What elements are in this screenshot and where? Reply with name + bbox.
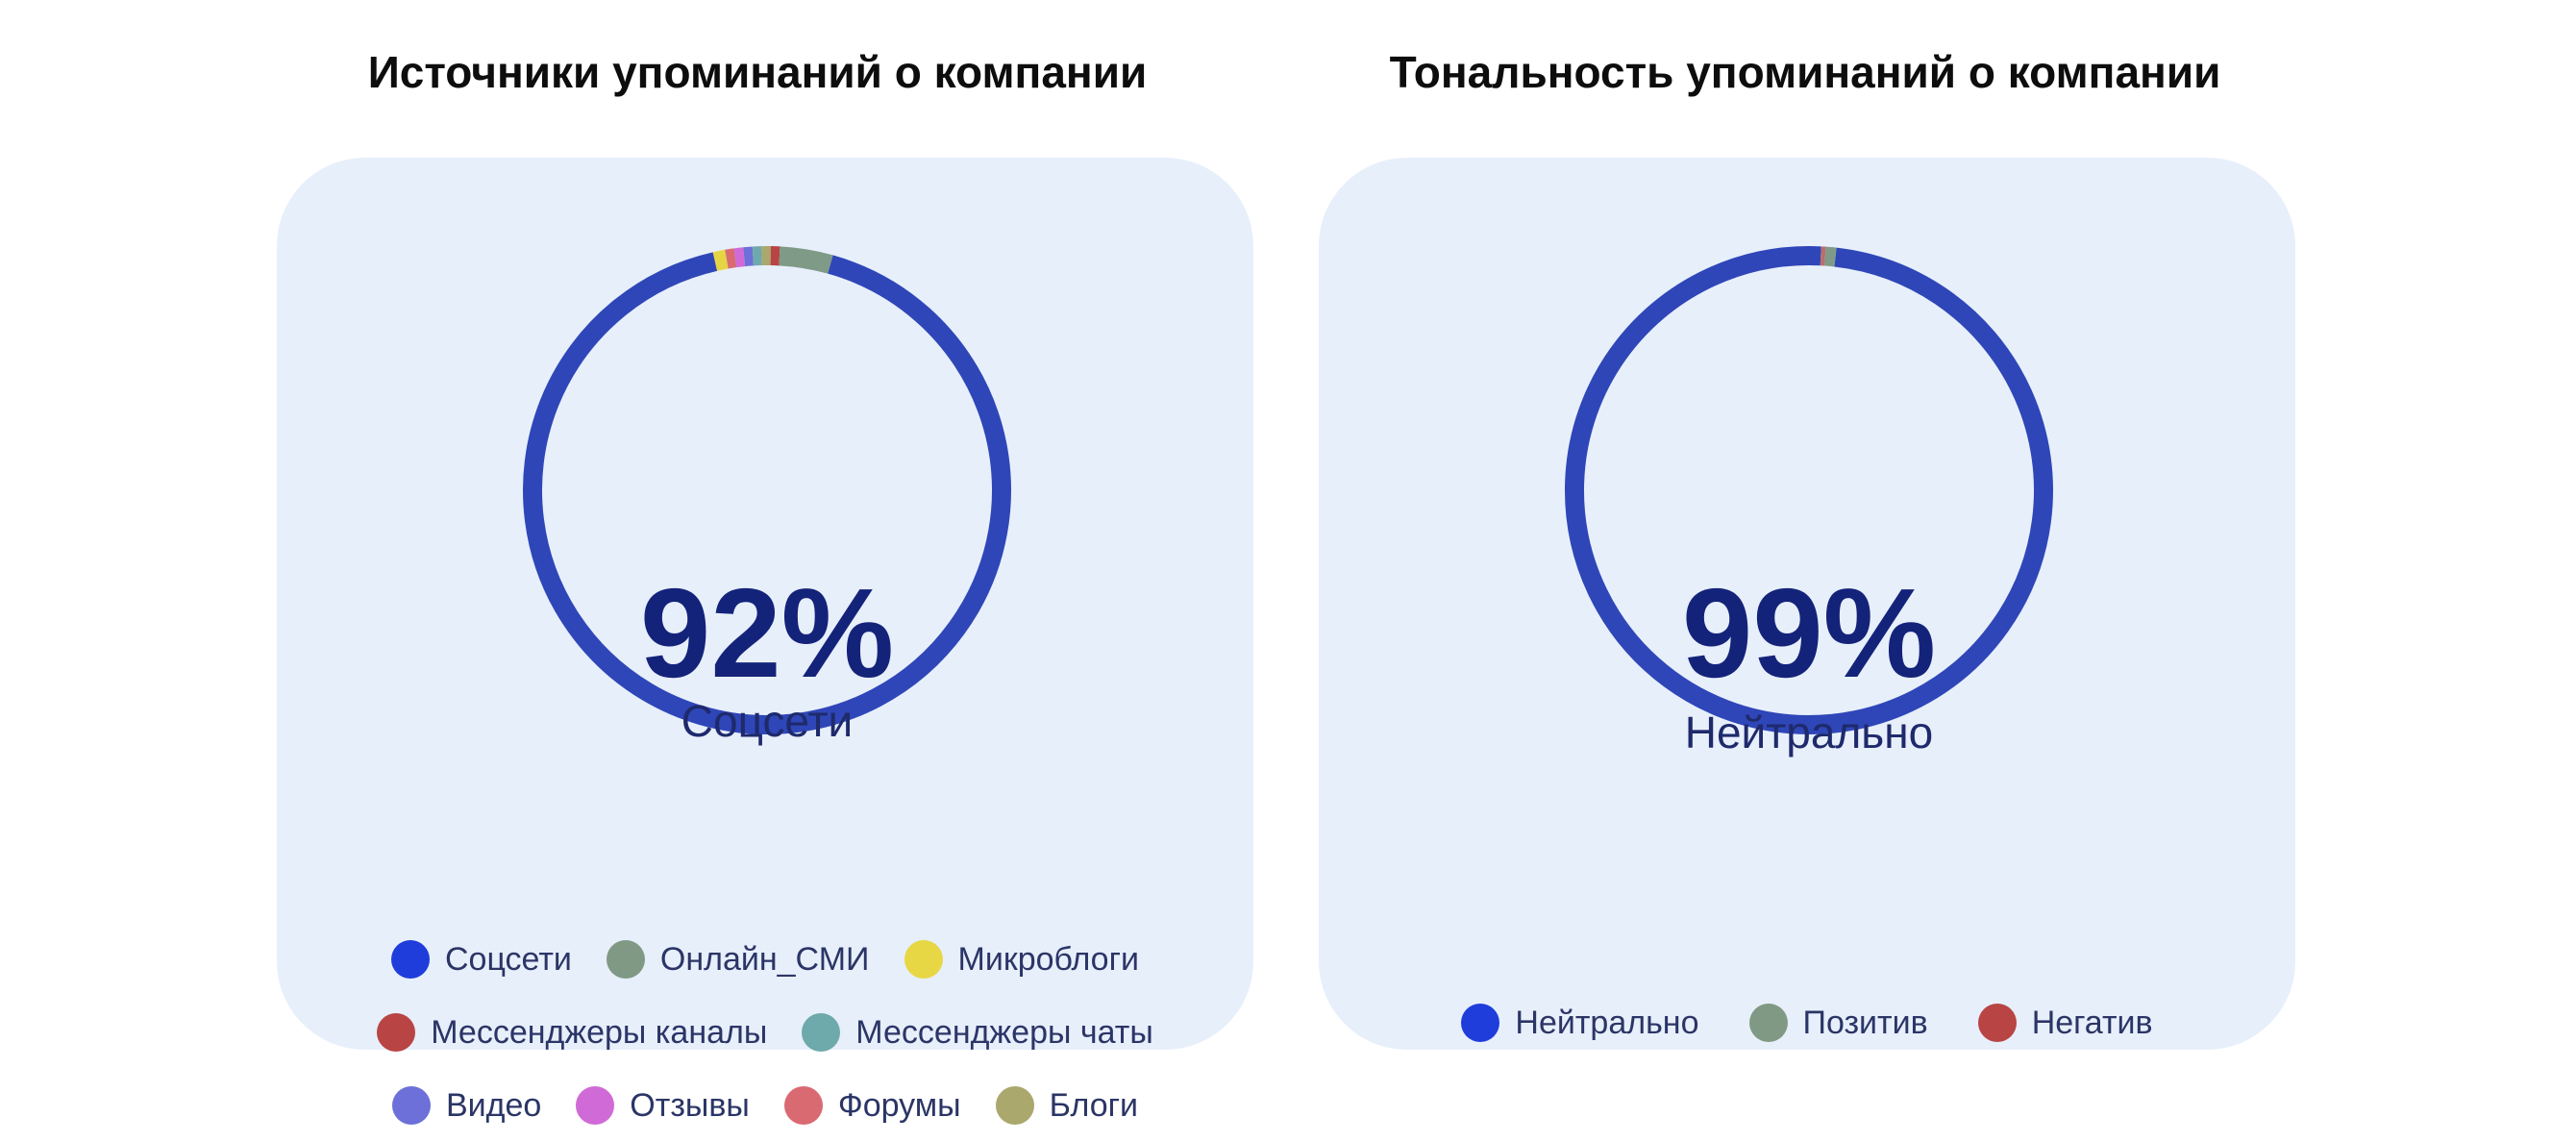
sources-legend-swatch: [576, 1086, 614, 1125]
tonality-donut-chart: 99% Нейтрально: [1319, 158, 2295, 1050]
sources-center-value: 92%: [640, 562, 894, 704]
sources-donut-chart: 92% Соцсети: [277, 158, 1253, 1050]
tonality-legend-label: Негатив: [2032, 1005, 2153, 1042]
sources-legend: Соцсети Онлайн_СМИ Микроблоги Мессенджеры к…: [277, 923, 1253, 1142]
sources-legend-swatch: [377, 1013, 415, 1052]
sources-legend-label: Форумы: [838, 1087, 961, 1125]
tonality-legend-item-позитив: Позитив: [1749, 1004, 1928, 1042]
sources-legend-swatch: [392, 1086, 431, 1125]
sources-legend-item-отзывы: Отзывы: [576, 1086, 750, 1125]
tonality-legend-row: Нейтрально Позитив Негатив: [1319, 986, 2295, 1059]
sources-legend-label: Видео: [446, 1087, 541, 1125]
sources-legend-label: Онлайн_СМИ: [660, 941, 870, 979]
sources-legend-item-соцсети: Соцсети: [391, 940, 572, 979]
tonality-legend-label: Позитив: [1803, 1005, 1928, 1042]
sources-legend-item-форумы: Форумы: [784, 1086, 961, 1125]
sources-legend-label: Мессенджеры чаты: [855, 1014, 1152, 1052]
sources-legend-row: Соцсети Онлайн_СМИ Микроблоги: [277, 923, 1253, 996]
sources-legend-swatch: [607, 940, 645, 979]
chart-title-sources: Источники упоминаний о компании: [277, 38, 1238, 106]
sources-legend-label: Мессенджеры каналы: [431, 1014, 767, 1052]
sources-legend-item-видео: Видео: [392, 1086, 541, 1125]
sources-legend-swatch: [904, 940, 943, 979]
tonality-legend-swatch: [1749, 1004, 1788, 1042]
tonality-legend-label: Нейтрально: [1515, 1005, 1698, 1042]
tonality-legend-swatch: [1978, 1004, 2017, 1042]
sources-arc-форумы: [727, 258, 735, 259]
tonality-chart-card: 99% Нейтрально Нейтрально Позитив Негатив: [1319, 158, 2295, 1050]
sources-legend-item-мессенджеры-каналы: Мессенджеры каналы: [377, 1013, 767, 1052]
sources-arc-онлайн-сми: [780, 256, 830, 264]
sources-legend-row: Мессенджеры каналы Мессенджеры чаты: [277, 996, 1253, 1069]
sources-legend-label: Соцсети: [445, 941, 572, 979]
sources-legend-swatch: [996, 1086, 1034, 1125]
sources-legend-swatch: [391, 940, 430, 979]
tonality-arc-позитив: [1825, 257, 1836, 258]
sources-legend-item-блоги: Блоги: [996, 1086, 1138, 1125]
sources-legend-label: Отзывы: [630, 1087, 750, 1125]
sources-legend-label: Блоги: [1050, 1087, 1138, 1125]
sources-legend-item-мессенджеры-чаты: Мессенджеры чаты: [802, 1013, 1152, 1052]
sources-legend-label: Микроблоги: [958, 941, 1139, 979]
tonality-legend: Нейтрально Позитив Негатив: [1319, 986, 2295, 1059]
tonality-center-label: Нейтрально: [1685, 708, 1934, 757]
tonality-center-value: 99%: [1682, 562, 1936, 704]
sources-arc-видео: [744, 256, 753, 257]
chart-title-tonality: Тональность упоминаний о компании: [1325, 38, 2286, 106]
tonality-legend-item-нейтрально: Нейтрально: [1461, 1004, 1698, 1042]
tonality-legend-item-негатив: Негатив: [1978, 1004, 2153, 1042]
tonality-legend-swatch: [1461, 1004, 1499, 1042]
sources-legend-item-микроблоги: Микроблоги: [904, 940, 1139, 979]
sources-arc-отзывы: [735, 257, 744, 258]
sources-legend-swatch: [784, 1086, 823, 1125]
sources-legend-swatch: [802, 1013, 840, 1052]
sources-center-label: Соцсети: [681, 696, 853, 746]
sources-legend-row: Видео Отзывы Форумы Блоги: [277, 1069, 1253, 1142]
sources-arc-микроблоги: [715, 260, 727, 261]
sources-chart-card: 92% Соцсети Соцсети Онлайн_СМИ Микроблоги М…: [277, 158, 1253, 1050]
sources-legend-item-онлайн-сми: Онлайн_СМИ: [607, 940, 870, 979]
